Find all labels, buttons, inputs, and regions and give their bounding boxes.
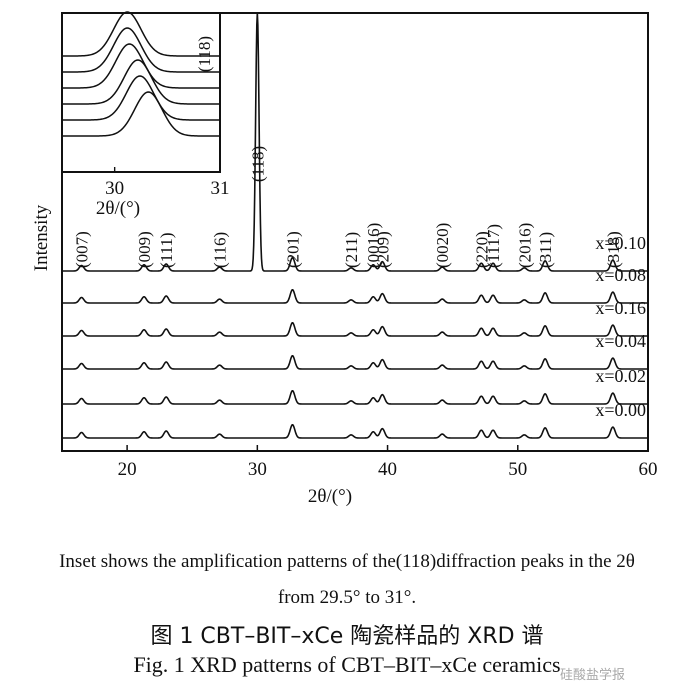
peak-label: (2016): [515, 223, 534, 268]
x-tick-label: 40: [378, 459, 397, 480]
inset-trace: [62, 11, 220, 57]
x-tick-label: 50: [508, 459, 527, 480]
inset-x-tick-label: 30: [105, 178, 124, 199]
series-label: x=0.16: [595, 298, 646, 318]
peak-label: (0016): [364, 223, 383, 268]
peak-label: (1117): [484, 224, 503, 268]
peak-label: (007): [73, 231, 92, 268]
xrd-trace: [62, 289, 648, 304]
peak-label: (311): [536, 232, 555, 268]
peak-label: (116): [211, 232, 230, 268]
inset-x-ticks: 30 31: [105, 167, 230, 199]
peak-labels: (007) (009) (111) (116) (118) (201) (211) (0016…: [73, 146, 623, 268]
main-traces: [62, 12, 648, 439]
x-axis-title: 2θ/(°): [308, 486, 352, 507]
peak-label: (118): [248, 146, 267, 182]
inset-trace: [62, 59, 220, 105]
peak-label: (211): [342, 232, 361, 268]
inset-trace: [62, 27, 220, 73]
caption-chinese: 图 1 CBT–BIT–xCe 陶瓷样品的 XRD 谱: [150, 624, 544, 649]
main-plot-frame: [61, 12, 649, 452]
peak-label: (0020): [433, 223, 452, 268]
x-tick-label: 60: [639, 459, 658, 480]
series-labels: x=0.10 x=0.08 x=0.16 x=0.04 x=0.02 x=0.00: [595, 233, 646, 420]
xrd-figure: 20 30 40 50 60 (007) (009) (111) (116) (118) (201…: [31, 11, 658, 507]
peak-label: (201): [284, 231, 303, 268]
series-label: x=0.08: [595, 265, 646, 285]
xrd-trace: [62, 322, 648, 337]
watermark: 硅酸盐学报: [560, 668, 626, 683]
caption-inset-line-1: Inset shows the amplification patterns o…: [59, 551, 635, 572]
peak-label: (220): [472, 231, 491, 268]
xrd-trace: [62, 12, 648, 272]
series-label: x=0.10: [595, 233, 646, 253]
xrd-trace: [62, 355, 648, 370]
xrd-trace: [62, 424, 648, 439]
peak-label: (318): [604, 231, 623, 268]
x-tick-label: 30: [248, 459, 267, 480]
xrd-trace: [62, 390, 648, 405]
inset-traces: [62, 11, 220, 137]
series-label: x=0.04: [595, 331, 646, 351]
x-tick-label: 20: [118, 459, 137, 480]
inset-trace: [62, 43, 220, 89]
caption-inset-line-2: from 29.5° to 31°.: [277, 587, 417, 608]
inset-trace: [62, 75, 220, 121]
inset-x-axis-title: 2θ/(°): [96, 198, 140, 219]
peak-label: (009): [135, 231, 154, 268]
inset-x-tick-label: 31: [211, 178, 230, 199]
main-x-ticks: 20 30 40 50 60: [118, 445, 658, 480]
inset-peak-label: (118): [195, 36, 214, 72]
caption-english: Fig. 1 XRD patterns of CBT–BIT–xCe ceram…: [133, 652, 561, 677]
series-label: x=0.02: [595, 366, 646, 386]
series-label: x=0.00: [595, 400, 646, 420]
peak-label: (111): [157, 232, 176, 268]
inset-trace: [62, 91, 220, 137]
inset-plot-frame: [61, 12, 221, 173]
y-axis-title: Intensity: [31, 204, 52, 271]
peak-label: (209): [373, 231, 392, 268]
